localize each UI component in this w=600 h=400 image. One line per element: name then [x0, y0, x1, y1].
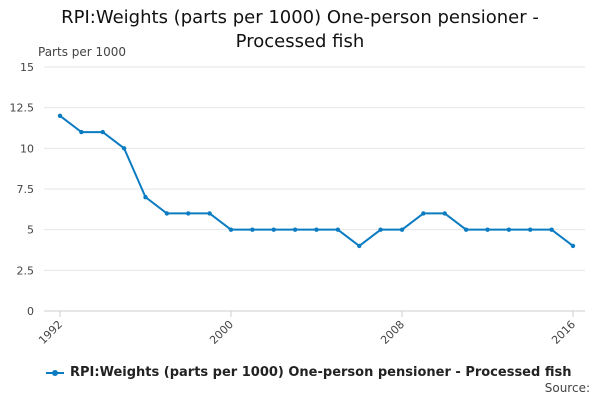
- data-point: [207, 211, 212, 216]
- gridlines: [44, 66, 585, 312]
- legend[interactable]: RPI:Weights (parts per 1000) One-person …: [46, 365, 571, 380]
- data-point: [442, 211, 447, 216]
- y-tick-label: 7.5: [17, 183, 35, 196]
- data-point: [57, 113, 63, 119]
- data-point: [79, 129, 84, 135]
- data-point: [506, 227, 512, 232]
- data-point: [357, 243, 362, 249]
- data-point: [399, 227, 405, 232]
- data-point: [335, 227, 341, 232]
- x-tick-label: 2016: [549, 318, 578, 347]
- data-point: [421, 211, 426, 216]
- series-group: [57, 113, 576, 249]
- chart-title-line-1: RPI:Weights (parts per 1000) One-person …: [61, 7, 539, 28]
- series-line: [59, 115, 574, 247]
- y-tick-label: 15: [20, 61, 34, 74]
- data-point: [378, 227, 383, 232]
- x-tick-label: 2000: [207, 318, 236, 347]
- chart-title-line-2: Processed fish: [235, 31, 365, 52]
- data-point: [164, 211, 170, 216]
- source-note: Source:: [544, 381, 590, 395]
- data-point: [228, 227, 234, 232]
- data-point: [121, 146, 127, 151]
- chart-title: RPI:Weights (parts per 1000) One-person …: [0, 6, 600, 54]
- y-axis-ticks: 0 2.5 5 7.5 10 12.5 15: [10, 61, 35, 318]
- legend-line-marker-icon: [46, 367, 64, 379]
- y-axis-label: Parts per 1000: [38, 45, 126, 59]
- data-point: [271, 227, 276, 232]
- y-tick-label: 2.5: [17, 264, 35, 277]
- y-tick-label: 0: [27, 305, 34, 318]
- x-tick-label: 1992: [36, 318, 65, 347]
- data-point: [143, 194, 148, 200]
- y-tick-label: 10: [20, 142, 34, 155]
- data-point: [100, 129, 105, 135]
- y-tick-label: 12.5: [10, 102, 35, 115]
- data-point: [186, 211, 191, 216]
- legend-series-label: RPI:Weights (parts per 1000) One-person …: [70, 365, 572, 380]
- y-tick-label: 5: [27, 224, 34, 237]
- data-point: [463, 227, 469, 232]
- data-point: [485, 227, 490, 232]
- x-axis: 1992 2000 2008 2016: [36, 311, 578, 347]
- data-point: [314, 227, 319, 232]
- data-point: [549, 227, 554, 232]
- data-point: [570, 243, 576, 249]
- data-point: [250, 227, 255, 232]
- data-point: [292, 227, 298, 232]
- x-tick-label: 2008: [378, 318, 407, 347]
- data-point: [528, 227, 533, 232]
